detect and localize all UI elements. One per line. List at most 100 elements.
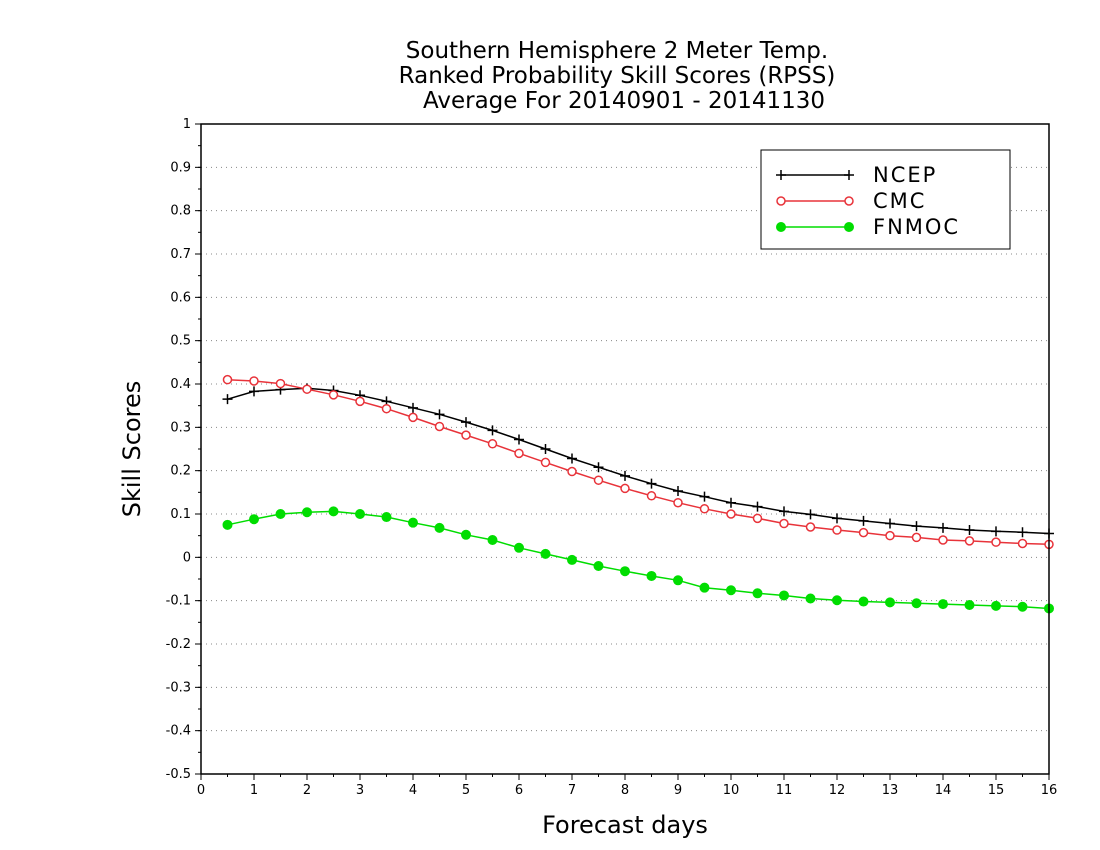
cmc-point (355, 396, 365, 407)
ncep-point (938, 522, 948, 533)
cmc-point (726, 509, 736, 519)
cmc-point (620, 483, 630, 494)
legend-plus-marker-icon (844, 170, 854, 180)
x-tick-label: 16 (1041, 783, 1058, 798)
y-tick-label: 0.9 (170, 160, 191, 175)
fnmoc-point (805, 593, 816, 604)
fnmoc-point (355, 509, 365, 519)
x-tick-label: 9 (674, 783, 682, 798)
fnmoc-point (938, 599, 948, 610)
title-line-1: Southern Hemisphere 2 Meter Temp. (406, 38, 828, 64)
y-tick-label: 0.7 (170, 247, 191, 262)
ncep-point (593, 462, 604, 473)
cmc-point (885, 530, 895, 541)
cmc-point (275, 378, 286, 389)
cmc-point (646, 491, 657, 501)
y-tick-label: -0.4 (166, 724, 191, 739)
fnmoc-point (726, 585, 736, 596)
legend-filled-circle-marker-icon (776, 222, 786, 232)
x-tick-label: 12 (829, 783, 846, 798)
ncep-point (222, 394, 233, 405)
cmc-point (540, 457, 551, 468)
fnmoc-point (381, 512, 392, 523)
legend-plus-marker-icon (776, 170, 786, 180)
cmc-point (328, 390, 339, 400)
ncep-point (620, 470, 630, 481)
axis-ticks: -0.5 -0.4 -0.3 -0.2 -0.1 0 0.1 0.2 0.3 0.4 0.5 0.6 0… (166, 117, 1058, 798)
x-tick-label: 15 (988, 783, 1005, 798)
cmc-point (461, 430, 471, 440)
ncep-point (514, 434, 524, 445)
y-axis-label: Skill Scores (118, 381, 146, 518)
cmc-point (514, 448, 524, 459)
y-tick-label: -0.3 (166, 680, 191, 695)
legend-entry-ncep: NCEP (776, 163, 937, 187)
x-tick-label: 8 (621, 783, 629, 798)
cmc-point (1017, 538, 1028, 549)
title-line-3: Average For 20140901 - 20141130 (423, 88, 825, 114)
y-tick-label: 0.4 (170, 377, 191, 392)
cmc-point (567, 466, 577, 477)
fnmoc-point (461, 529, 471, 540)
y-tick-label: -0.5 (166, 767, 191, 782)
y-tick-label: 0.8 (170, 204, 191, 219)
y-tick-label: 1 (183, 117, 191, 132)
fnmoc-point (699, 582, 710, 593)
cmc-point (699, 504, 710, 514)
cmc-point (991, 537, 1001, 547)
ncep-point (699, 491, 710, 502)
plot-frame (200, 123, 1050, 775)
ncep-point (567, 453, 577, 464)
ncep-line (227, 387, 1050, 535)
x-tick-label: 6 (515, 783, 523, 798)
fnmoc-point (832, 595, 842, 606)
ncep-point (461, 417, 471, 428)
series-lines (222, 374, 1054, 614)
fnmoc-point (487, 535, 498, 545)
ncep-point (646, 478, 657, 489)
ncep-point (911, 521, 922, 532)
series-cmc (222, 374, 1054, 550)
cmc-point (964, 536, 975, 546)
legend-label-fnmoc: FNMOC (873, 215, 960, 239)
x-tick-label: 4 (409, 783, 417, 798)
y-tick-label: -0.1 (166, 594, 191, 609)
y-tick-label: 0.1 (170, 507, 191, 522)
y-tick-label: 0 (183, 550, 191, 565)
legend-open-circle-marker-icon (844, 196, 854, 206)
fnmoc-point (328, 506, 339, 517)
fnmoc-point (249, 514, 259, 525)
ncep-point (858, 515, 869, 526)
cmc-point (858, 527, 869, 538)
cmc-point (222, 374, 233, 385)
y-tick-label: 0.2 (170, 464, 191, 479)
ncep-point (805, 509, 816, 520)
legend-box (760, 149, 1011, 250)
legend-label-ncep: NCEP (873, 163, 937, 187)
ncep-point (964, 525, 975, 536)
cmc-point (805, 522, 816, 532)
x-axis-label: Forecast days (542, 811, 708, 839)
fnmoc-point (434, 522, 445, 533)
fnmoc-point (858, 596, 869, 607)
cmc-point (593, 475, 604, 485)
ncep-point (408, 402, 418, 413)
ncep-point (540, 444, 551, 454)
fnmoc-point (991, 600, 1001, 611)
x-tick-label: 2 (303, 783, 311, 798)
fnmoc-line (227, 510, 1050, 610)
x-tick-label: 13 (882, 783, 899, 798)
title-line-2: Ranked Probability Skill Scores (RPSS) (399, 63, 836, 89)
chart-title: Southern Hemisphere 2 Meter Temp. Ranked… (399, 38, 836, 114)
ncep-point (434, 409, 445, 420)
fnmoc-point (646, 570, 657, 581)
cmc-point (911, 532, 922, 543)
cmc-point (249, 376, 259, 386)
ncep-point (885, 518, 895, 529)
fnmoc-point (911, 598, 922, 609)
fnmoc-point (964, 600, 975, 610)
series-fnmoc (222, 506, 1054, 614)
ncep-point (752, 501, 763, 512)
